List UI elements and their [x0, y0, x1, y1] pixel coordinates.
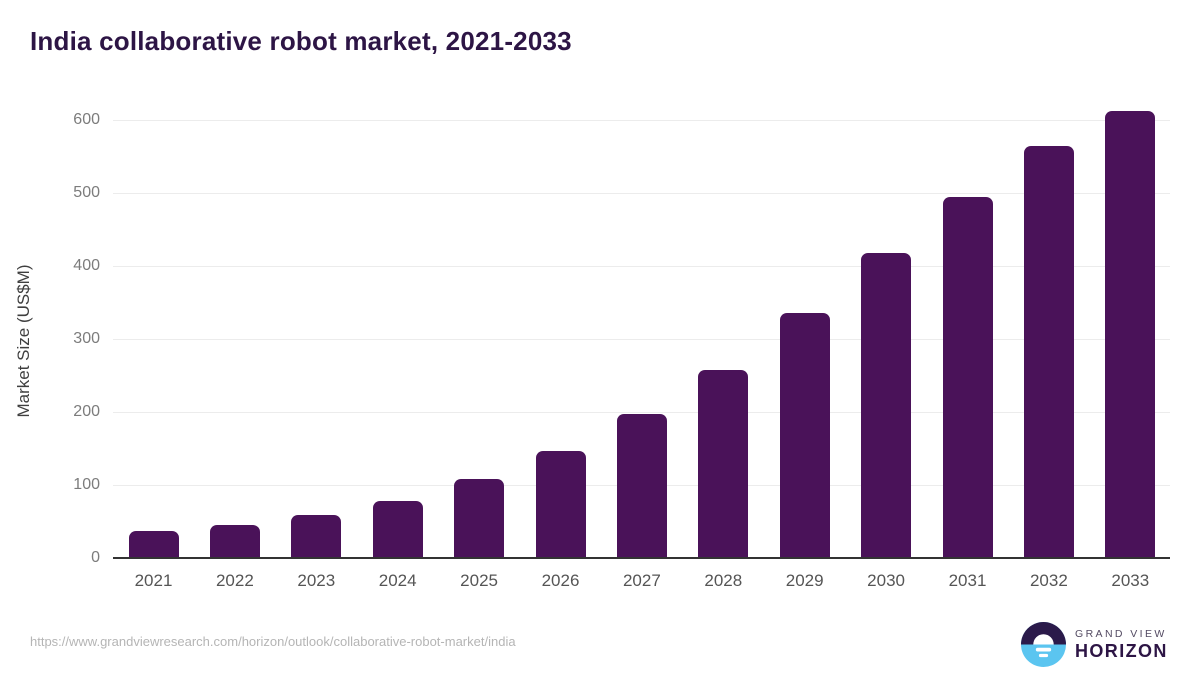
- bar-2022: [209, 525, 260, 558]
- y-tick-label-600: 600: [73, 111, 100, 128]
- bar-2032: [1023, 145, 1074, 558]
- bar-2030: [861, 252, 912, 558]
- source-url: https://www.grandviewresearch.com/horizo…: [30, 634, 516, 649]
- gridline-400: [113, 266, 1170, 267]
- x-tick-label-2025: 2025: [460, 571, 498, 590]
- x-tick-label-2028: 2028: [704, 571, 743, 590]
- y-tick-label-500: 500: [73, 184, 100, 201]
- x-tick-label-2030: 2030: [867, 571, 905, 590]
- bar-2029: [779, 312, 830, 558]
- brand-logo: GRAND VIEW HORIZON: [1021, 622, 1168, 667]
- bar-2027: [616, 414, 667, 558]
- x-tick-label-2024: 2024: [378, 571, 417, 590]
- y-tick-label-400: 400: [73, 257, 100, 274]
- grand-view-horizon-logo-icon: [1021, 622, 1066, 667]
- x-tick-label-2026: 2026: [541, 571, 580, 590]
- x-tick-label-2027: 2027: [622, 571, 661, 590]
- x-tick-label-2022: 2022: [215, 571, 254, 590]
- gridline-300: [113, 339, 1170, 340]
- y-tick-label-100: 100: [73, 476, 100, 493]
- bar-2025: [454, 479, 505, 558]
- gridline-600: [113, 120, 1170, 121]
- bar-2031: [942, 196, 993, 558]
- y-tick-label-300: 300: [73, 330, 100, 347]
- gridline-500: [113, 193, 1170, 194]
- logo-product-name: HORIZON: [1075, 640, 1168, 661]
- x-tick-label-2023: 2023: [297, 571, 336, 590]
- y-axis-title: Market Size (US$M): [14, 264, 33, 418]
- bar-2021: [128, 530, 179, 558]
- x-tick-label-2033: 2033: [1111, 571, 1150, 590]
- page-title: India collaborative robot market, 2021-2…: [30, 26, 572, 56]
- x-axis-line: [113, 557, 1170, 559]
- y-tick-label-0: 0: [91, 549, 100, 566]
- logo-text: GRAND VIEW HORIZON: [1075, 628, 1168, 662]
- x-tick-label-2029: 2029: [785, 571, 824, 590]
- x-tick-label-2021: 2021: [134, 571, 173, 590]
- bar-2033: [1105, 111, 1156, 558]
- bar-2023: [291, 514, 342, 558]
- logo-brand-name: GRAND VIEW: [1075, 627, 1167, 640]
- bar-2028: [698, 369, 749, 558]
- x-tick-label-2031: 2031: [948, 571, 987, 590]
- gridline-200: [113, 412, 1170, 413]
- bar-2024: [372, 501, 423, 558]
- x-tick-label-2032: 2032: [1029, 571, 1068, 590]
- y-tick-label-200: 200: [73, 403, 100, 420]
- bar-2026: [535, 451, 586, 558]
